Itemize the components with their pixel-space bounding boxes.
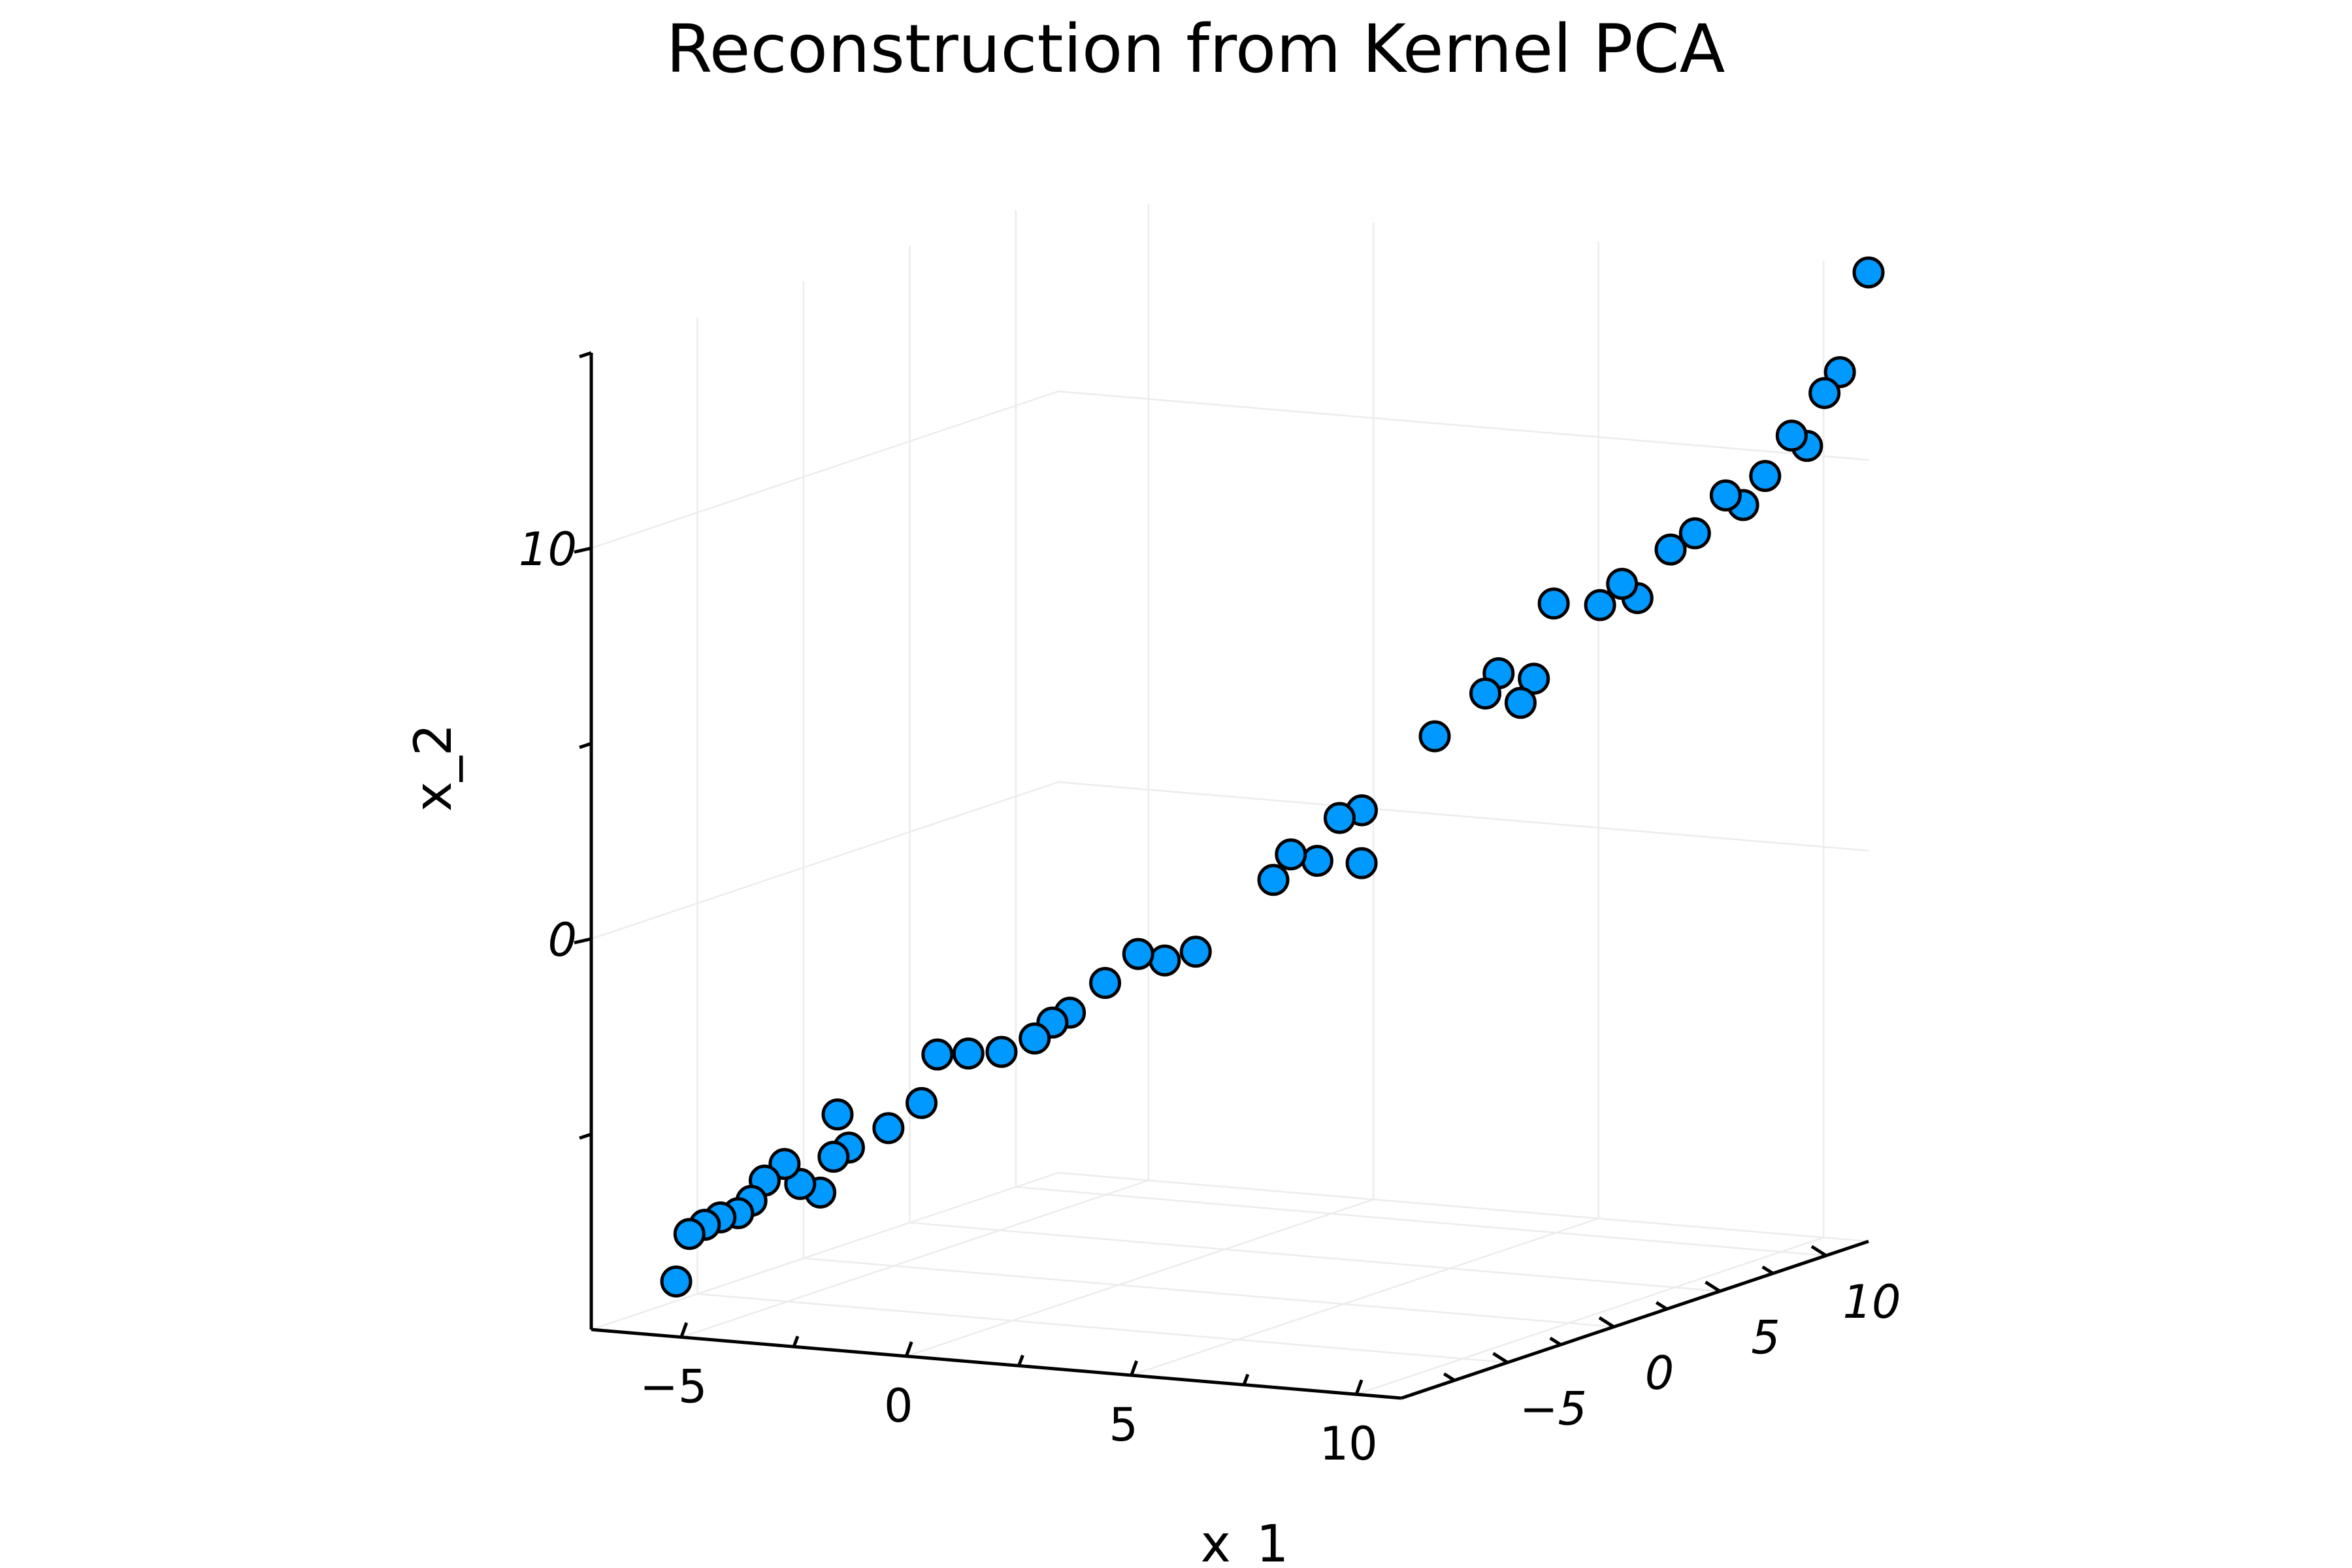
z-minor-tick bbox=[1761, 1265, 1774, 1275]
x-tick bbox=[1130, 1360, 1139, 1376]
x-minor-tick bbox=[1017, 1354, 1024, 1367]
grid-line bbox=[909, 1222, 1720, 1292]
data-point bbox=[1469, 677, 1501, 710]
z-tick bbox=[1810, 1245, 1827, 1257]
grid-line bbox=[1356, 1236, 1824, 1396]
grid-line bbox=[1058, 390, 1869, 461]
y-tick-label: 0 bbox=[547, 913, 577, 967]
data-point bbox=[1606, 568, 1639, 600]
z-tick-label: 10 bbox=[1842, 1275, 1901, 1329]
data-point bbox=[1275, 838, 1307, 871]
data-point bbox=[1749, 460, 1782, 493]
x-minor-tick bbox=[792, 1335, 800, 1348]
axis-layer bbox=[589, 353, 1869, 1400]
grid-line bbox=[1131, 1217, 1599, 1377]
z-minor-tick bbox=[1549, 1337, 1562, 1347]
grid-layer bbox=[591, 203, 1869, 1396]
x-tick bbox=[1354, 1379, 1364, 1396]
data-point bbox=[1301, 845, 1333, 877]
chart-title: Reconstruction from Kernel PCA bbox=[666, 10, 1725, 88]
data-point bbox=[952, 1037, 985, 1070]
data-point bbox=[1518, 662, 1550, 695]
data-point bbox=[660, 1265, 693, 1298]
data-point bbox=[921, 1038, 954, 1071]
data-point bbox=[1179, 936, 1212, 968]
x-tick bbox=[904, 1341, 913, 1357]
x-axis-line bbox=[591, 1328, 1402, 1400]
data-point bbox=[1654, 533, 1687, 566]
grid-line bbox=[1015, 1186, 1827, 1257]
z-minor-tick bbox=[1443, 1372, 1456, 1382]
y-tick bbox=[574, 546, 592, 554]
z-axis-line bbox=[1401, 1239, 1869, 1400]
grid-line bbox=[803, 1257, 1614, 1328]
data-point bbox=[1537, 587, 1570, 620]
data-point bbox=[1808, 377, 1841, 410]
data-point bbox=[1257, 864, 1290, 896]
grid-line bbox=[591, 1171, 1059, 1331]
x-tick bbox=[679, 1322, 689, 1338]
x-minor-tick bbox=[1242, 1373, 1250, 1386]
x-tick-label: 10 bbox=[1320, 1417, 1378, 1471]
grid-line bbox=[906, 1198, 1374, 1358]
data-point bbox=[1678, 517, 1711, 549]
data-point bbox=[1122, 938, 1154, 970]
data-point bbox=[1504, 687, 1537, 719]
y-minor-tick bbox=[579, 351, 592, 359]
grid-line bbox=[681, 1179, 1149, 1338]
data-point bbox=[906, 1086, 938, 1119]
x-tick-label: 5 bbox=[1109, 1398, 1138, 1452]
grid-line bbox=[591, 781, 1059, 940]
data-point bbox=[872, 1112, 905, 1145]
z-tick bbox=[1598, 1316, 1615, 1329]
y-axis-label: x_2 bbox=[404, 724, 463, 812]
y-tick bbox=[574, 937, 592, 945]
data-point bbox=[1089, 967, 1122, 1000]
data-point bbox=[673, 1218, 706, 1250]
tick-layer: −5 0 5 10 0 10 −5 0 5 10 bbox=[519, 351, 1901, 1471]
data-point bbox=[817, 1141, 850, 1173]
grid-line bbox=[1058, 781, 1869, 852]
data-point bbox=[1852, 256, 1885, 289]
data-point bbox=[821, 1098, 854, 1131]
data-point bbox=[985, 1036, 1018, 1068]
point-layer bbox=[660, 256, 1885, 1298]
x-axis-label: x_1 bbox=[1201, 1515, 1289, 1568]
data-point bbox=[1323, 802, 1356, 834]
z-tick-label: −5 bbox=[1520, 1382, 1587, 1435]
grid-line bbox=[1058, 1171, 1869, 1243]
y-minor-tick bbox=[579, 742, 592, 749]
data-point bbox=[1345, 847, 1378, 879]
data-point bbox=[1418, 720, 1451, 753]
y-tick-label: 10 bbox=[519, 523, 577, 576]
data-point bbox=[1775, 419, 1808, 452]
x-tick-label: −5 bbox=[640, 1360, 707, 1414]
x-tick-label: 0 bbox=[884, 1379, 913, 1433]
y-minor-tick bbox=[579, 1132, 592, 1140]
z-tick-label: 0 bbox=[1645, 1347, 1674, 1400]
data-point bbox=[1019, 1022, 1051, 1055]
z-tick bbox=[1705, 1281, 1721, 1293]
data-point bbox=[1584, 589, 1616, 621]
grid-line bbox=[697, 1293, 1508, 1364]
z-tick-label: 5 bbox=[1751, 1311, 1780, 1364]
z-tick bbox=[1492, 1352, 1509, 1364]
data-point bbox=[1709, 479, 1742, 512]
data-point bbox=[1149, 944, 1181, 977]
z-minor-tick bbox=[1655, 1301, 1668, 1311]
grid-line bbox=[591, 390, 1059, 549]
